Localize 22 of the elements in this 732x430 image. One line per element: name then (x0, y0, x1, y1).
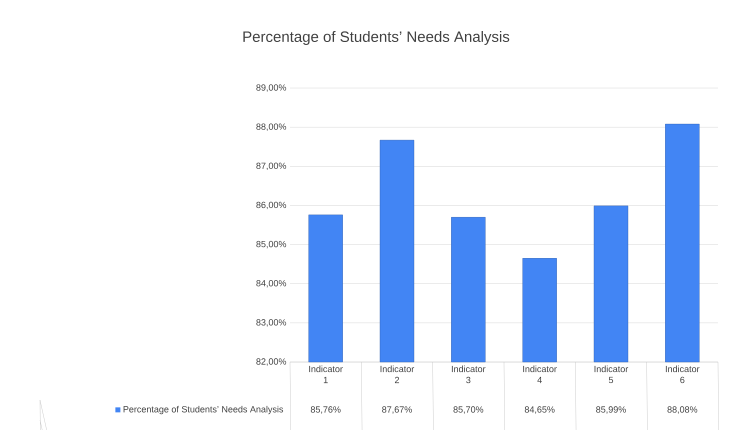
y-tick-label: 85,00% (256, 240, 286, 248)
data-label: 85,70% (453, 406, 484, 414)
y-tick-label: 82,00% (256, 358, 286, 366)
data-label: 87,67% (382, 406, 412, 414)
x-tick-label: Indicator 5 (594, 366, 628, 384)
x-tick-label: Indicator 6 (666, 366, 700, 384)
data-label: 85,76% (310, 406, 341, 414)
y-tick-label: 83,00% (256, 319, 286, 327)
legend-label: Percentage of Students’ Needs Analysis (124, 406, 284, 414)
x-tick-label: Indicator 1 (309, 366, 343, 384)
y-tick-label: 84,00% (256, 280, 286, 288)
x-tick-label: Indicator 4 (523, 366, 557, 384)
x-tick-label: Indicator 2 (380, 366, 414, 384)
chart-title: Percentage of Students’ Needs Analysis (243, 31, 510, 45)
y-tick-label: 86,00% (256, 202, 286, 210)
x-tick-label: Indicator 3 (452, 366, 486, 384)
data-label: 84,65% (524, 406, 555, 414)
data-label: 88,08% (667, 406, 698, 414)
data-label: 85,99% (596, 406, 626, 414)
y-tick-label: 87,00% (256, 162, 286, 170)
y-tick-label: 89,00% (256, 84, 286, 92)
y-tick-label: 88,00% (256, 123, 286, 131)
